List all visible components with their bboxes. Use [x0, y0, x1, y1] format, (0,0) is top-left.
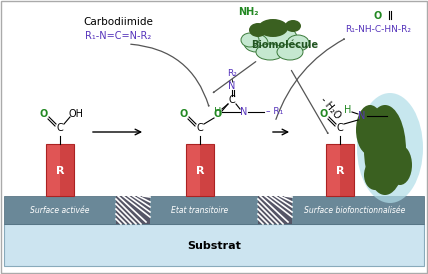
Text: Surface activée: Surface activée	[30, 206, 90, 215]
FancyArrowPatch shape	[291, 70, 328, 133]
Bar	[186, 144, 214, 196]
Ellipse shape	[244, 34, 268, 52]
Text: R₂: R₂	[227, 68, 237, 78]
Ellipse shape	[285, 20, 301, 32]
Bar	[116, 196, 150, 224]
Text: – R₁: – R₁	[266, 107, 283, 116]
Text: N: N	[240, 107, 248, 117]
Text: H: H	[344, 105, 352, 115]
Text: - H₂O: - H₂O	[318, 95, 342, 121]
Polygon shape	[4, 196, 424, 224]
Bar	[258, 196, 292, 224]
Ellipse shape	[287, 35, 309, 51]
Ellipse shape	[277, 44, 303, 60]
Ellipse shape	[364, 105, 406, 195]
Text: R: R	[336, 166, 344, 176]
Text: Carbodiimide: Carbodiimide	[83, 17, 153, 27]
Ellipse shape	[364, 160, 386, 190]
Bar	[326, 144, 354, 196]
Text: OH: OH	[68, 109, 83, 119]
Text: C: C	[337, 123, 343, 133]
Text: R₁-NH-C-HN-R₂: R₁-NH-C-HN-R₂	[345, 25, 411, 35]
Text: Surface biofonctionnalisée: Surface biofonctionnalisée	[304, 206, 406, 215]
Text: C: C	[229, 95, 235, 105]
Bar	[4, 224, 424, 266]
Text: Substrat: Substrat	[187, 241, 241, 251]
Ellipse shape	[256, 44, 284, 60]
Text: R: R	[56, 166, 64, 176]
Ellipse shape	[249, 23, 267, 37]
Ellipse shape	[388, 145, 412, 185]
Text: N: N	[228, 81, 236, 91]
Text: O: O	[180, 109, 188, 119]
Ellipse shape	[259, 25, 297, 51]
Bar	[46, 144, 74, 196]
Text: O: O	[374, 11, 382, 21]
Text: H: H	[214, 107, 222, 117]
Text: Etat transitoire: Etat transitoire	[171, 206, 229, 215]
Bar	[340, 144, 354, 196]
Text: O: O	[320, 109, 328, 119]
Bar	[200, 144, 214, 196]
Text: R: R	[196, 166, 204, 176]
FancyArrowPatch shape	[276, 39, 344, 119]
Ellipse shape	[356, 105, 384, 155]
Text: O: O	[214, 109, 222, 119]
Text: NH₂: NH₂	[238, 7, 258, 17]
Ellipse shape	[258, 19, 288, 37]
FancyArrowPatch shape	[131, 44, 209, 106]
Text: N: N	[358, 111, 366, 121]
Text: C: C	[56, 123, 63, 133]
Text: O: O	[40, 109, 48, 119]
FancyArrowPatch shape	[214, 62, 256, 93]
Text: Biomolécule: Biomolécule	[251, 40, 318, 50]
Bar	[60, 144, 74, 196]
Ellipse shape	[357, 93, 423, 203]
Ellipse shape	[241, 33, 259, 47]
Text: C: C	[196, 123, 203, 133]
Text: R₁-N=C=N-R₂: R₁-N=C=N-R₂	[85, 31, 151, 41]
